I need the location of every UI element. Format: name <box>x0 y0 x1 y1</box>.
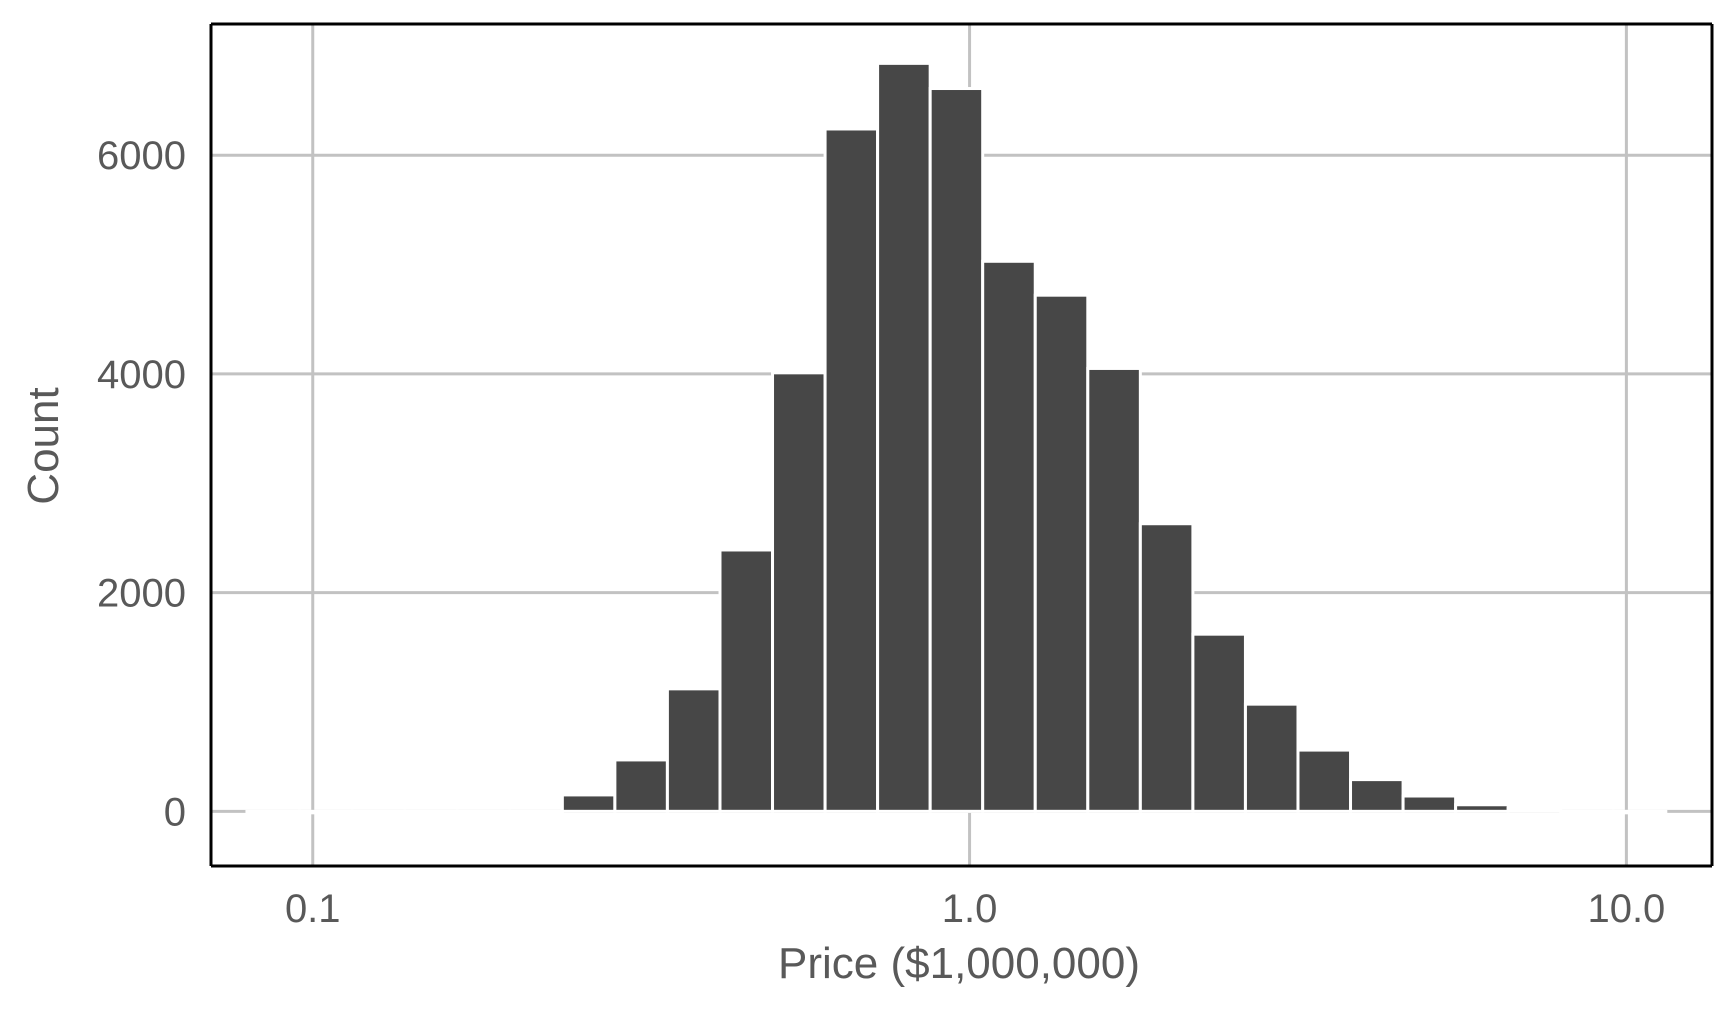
histogram-bar <box>928 87 985 813</box>
histogram-bar <box>508 809 564 815</box>
histogram-bar <box>298 809 354 815</box>
y-tick-label: 0 <box>164 790 186 834</box>
histogram-bar <box>1191 632 1247 813</box>
y-tick-label: 6000 <box>97 134 186 178</box>
histogram-bar <box>560 793 617 813</box>
axes <box>209 22 1714 868</box>
histogram-bar <box>1506 807 1563 813</box>
histogram-bar <box>981 259 1037 813</box>
histogram-bar <box>403 809 459 815</box>
y-tick-label: 4000 <box>97 353 186 397</box>
histogram-bar <box>771 371 827 813</box>
histogram-bar <box>876 61 932 813</box>
histogram-bar <box>1611 809 1668 815</box>
x-axis-title: Price ($1,000,000) <box>778 939 1140 988</box>
histogram-bar <box>1349 778 1405 813</box>
histogram-bar <box>665 687 722 813</box>
x-tick-label: 1.0 <box>942 887 998 931</box>
y-axis-title: Count <box>19 387 68 504</box>
tick-labels: 0 2000 4000 6000 0.1 1.0 10.0 <box>97 134 1665 931</box>
x-tick-label: 0.1 <box>285 887 341 931</box>
histogram-bar <box>350 809 407 815</box>
histogram-bar <box>823 127 880 813</box>
histogram-bars <box>245 61 1668 815</box>
histogram-bar <box>1559 809 1615 815</box>
histogram-bar <box>1138 522 1195 813</box>
histogram-bar <box>1086 366 1142 813</box>
x-tick-label: 10.0 <box>1587 887 1665 931</box>
histogram-bar <box>1243 702 1300 813</box>
y-tick-label: 2000 <box>97 572 186 616</box>
histogram-bar <box>1454 803 1510 813</box>
histogram-bar <box>718 548 775 813</box>
histogram-bar <box>1296 748 1353 813</box>
histogram-bar <box>455 809 512 815</box>
histogram-bar <box>613 758 669 813</box>
histogram-bar <box>245 809 302 815</box>
histogram-bar <box>1401 794 1458 813</box>
histogram-bar <box>1033 293 1090 813</box>
